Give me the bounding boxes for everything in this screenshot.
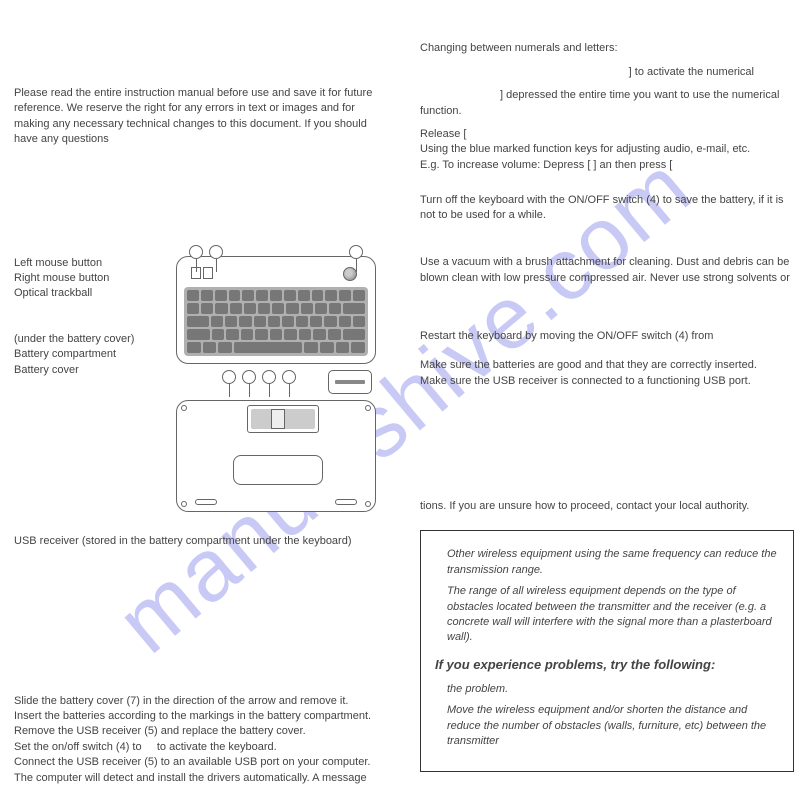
para-turnoff: Turn off the keyboard with the ON/OFF sw… <box>420 193 794 224</box>
usb-receiver-icon <box>328 370 372 394</box>
step-1: Slide the battery cover (7) in the direc… <box>14 694 388 709</box>
note-problem: the problem. <box>435 682 779 697</box>
step-4: Set the on/off switch (4) to to activate… <box>14 740 388 755</box>
step-3: Remove the USB receiver (5) and replace … <box>14 724 388 739</box>
figure-labels-1: Left mouse button Right mouse button Opt… <box>14 256 164 378</box>
para-release: Release [ <box>420 127 794 142</box>
intro-paragraph: Please read the entire instruction manua… <box>14 86 388 148</box>
usb-receiver-note: USB receiver (stored in the battery comp… <box>14 534 388 549</box>
key-grid <box>184 287 368 356</box>
label-left-mouse: Left mouse button <box>14 256 164 271</box>
trackball-icon <box>343 267 357 281</box>
label-plate-icon <box>233 455 323 485</box>
left-column: Please read the entire instruction manua… <box>0 0 404 808</box>
label-under-cover: (under the battery cover) <box>14 332 164 347</box>
label-right-mouse: Right mouse button <box>14 271 164 286</box>
keyboard-bottom-view <box>176 400 376 512</box>
mouse-button-right-icon <box>203 267 213 279</box>
note-move-equipment: Move the wireless equipment and/or short… <box>435 703 779 749</box>
para-local-authority: tions. If you are unsure how to proceed,… <box>420 499 794 514</box>
keyboard-diagram <box>164 256 388 512</box>
callout-circle-icon <box>349 245 363 259</box>
mouse-button-left-icon <box>191 267 201 279</box>
right-column: Changing between numerals and letters: ]… <box>404 0 808 808</box>
callout-circle-icon <box>262 370 276 384</box>
para-usb-port: Make sure the USB receiver is connected … <box>420 374 794 389</box>
note-obstacles: The range of all wireless equipment depe… <box>435 584 779 646</box>
para-depressed: ] depressed the entire time you want to … <box>420 88 794 119</box>
para-cleaning: Use a vacuum with a brush attachment for… <box>420 255 794 286</box>
callout-circle-icon <box>209 245 223 259</box>
page-root: Please read the entire instruction manua… <box>0 0 808 808</box>
para-restart: Restart the keyboard by moving the ON/OF… <box>420 329 794 344</box>
step-2: Insert the batteries according to the ma… <box>14 709 388 724</box>
label-battery-cover: Battery cover <box>14 363 164 378</box>
keyboard-top-view <box>176 256 376 364</box>
battery-cover-icon <box>247 405 319 433</box>
callout-circle-icon <box>282 370 296 384</box>
step-5: Connect the USB receiver (5) to an avail… <box>14 755 388 770</box>
setup-steps: Slide the battery cover (7) in the direc… <box>14 694 388 786</box>
note-heading: If you experience problems, try the foll… <box>435 656 779 674</box>
note-frequency: Other wireless equipment using the same … <box>435 547 779 578</box>
para-changing: Changing between numerals and letters: <box>420 41 794 56</box>
keyboard-figure-row: Left mouse button Right mouse button Opt… <box>14 256 388 512</box>
callout-circle-icon <box>222 370 236 384</box>
para-volume-example: E.g. To increase volume: Depress [ ] an … <box>420 158 794 173</box>
callout-circle-icon <box>189 245 203 259</box>
para-batteries: Make sure the batteries are good and tha… <box>420 358 794 373</box>
troubleshooting-box: Other wireless equipment using the same … <box>420 530 794 772</box>
para-function-keys: Using the blue marked function keys for … <box>420 142 794 157</box>
step-6: The computer will detect and install the… <box>14 771 388 786</box>
label-battery-comp: Battery compartment <box>14 347 164 362</box>
callout-circle-icon <box>242 370 256 384</box>
para-activate-num: ] to activate the numerical <box>420 65 794 80</box>
label-trackball: Optical trackball <box>14 286 164 301</box>
